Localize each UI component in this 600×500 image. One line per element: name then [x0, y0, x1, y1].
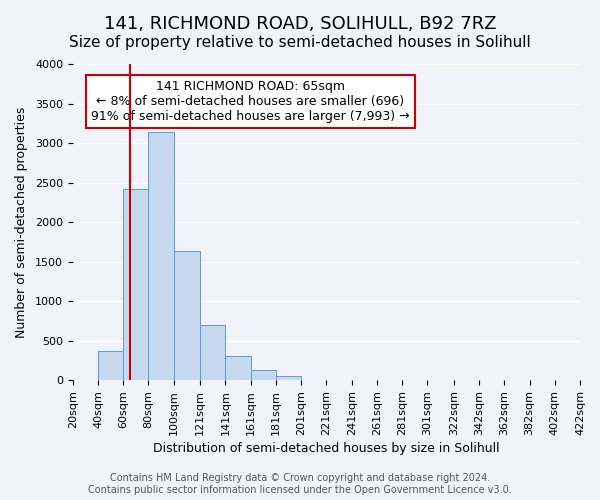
Bar [251, 370, 276, 380]
Text: Contains HM Land Registry data © Crown copyright and database right 2024.
Contai: Contains HM Land Registry data © Crown c… [88, 474, 512, 495]
Bar [174, 250, 200, 380]
Bar [148, 132, 174, 380]
Text: Size of property relative to semi-detached houses in Solihull: Size of property relative to semi-detach… [69, 35, 531, 50]
Bar [98, 350, 123, 380]
X-axis label: Distribution of semi-detached houses by size in Solihull: Distribution of semi-detached houses by … [153, 442, 500, 455]
Bar [123, 189, 148, 380]
Y-axis label: Number of semi-detached properties: Number of semi-detached properties [15, 106, 28, 338]
Bar [200, 325, 226, 380]
Text: 141 RICHMOND ROAD: 65sqm
← 8% of semi-detached houses are smaller (696)
91% of s: 141 RICHMOND ROAD: 65sqm ← 8% of semi-de… [91, 80, 410, 123]
Bar [226, 356, 251, 380]
Text: 141, RICHMOND ROAD, SOLIHULL, B92 7RZ: 141, RICHMOND ROAD, SOLIHULL, B92 7RZ [104, 15, 496, 33]
Bar [276, 376, 301, 380]
